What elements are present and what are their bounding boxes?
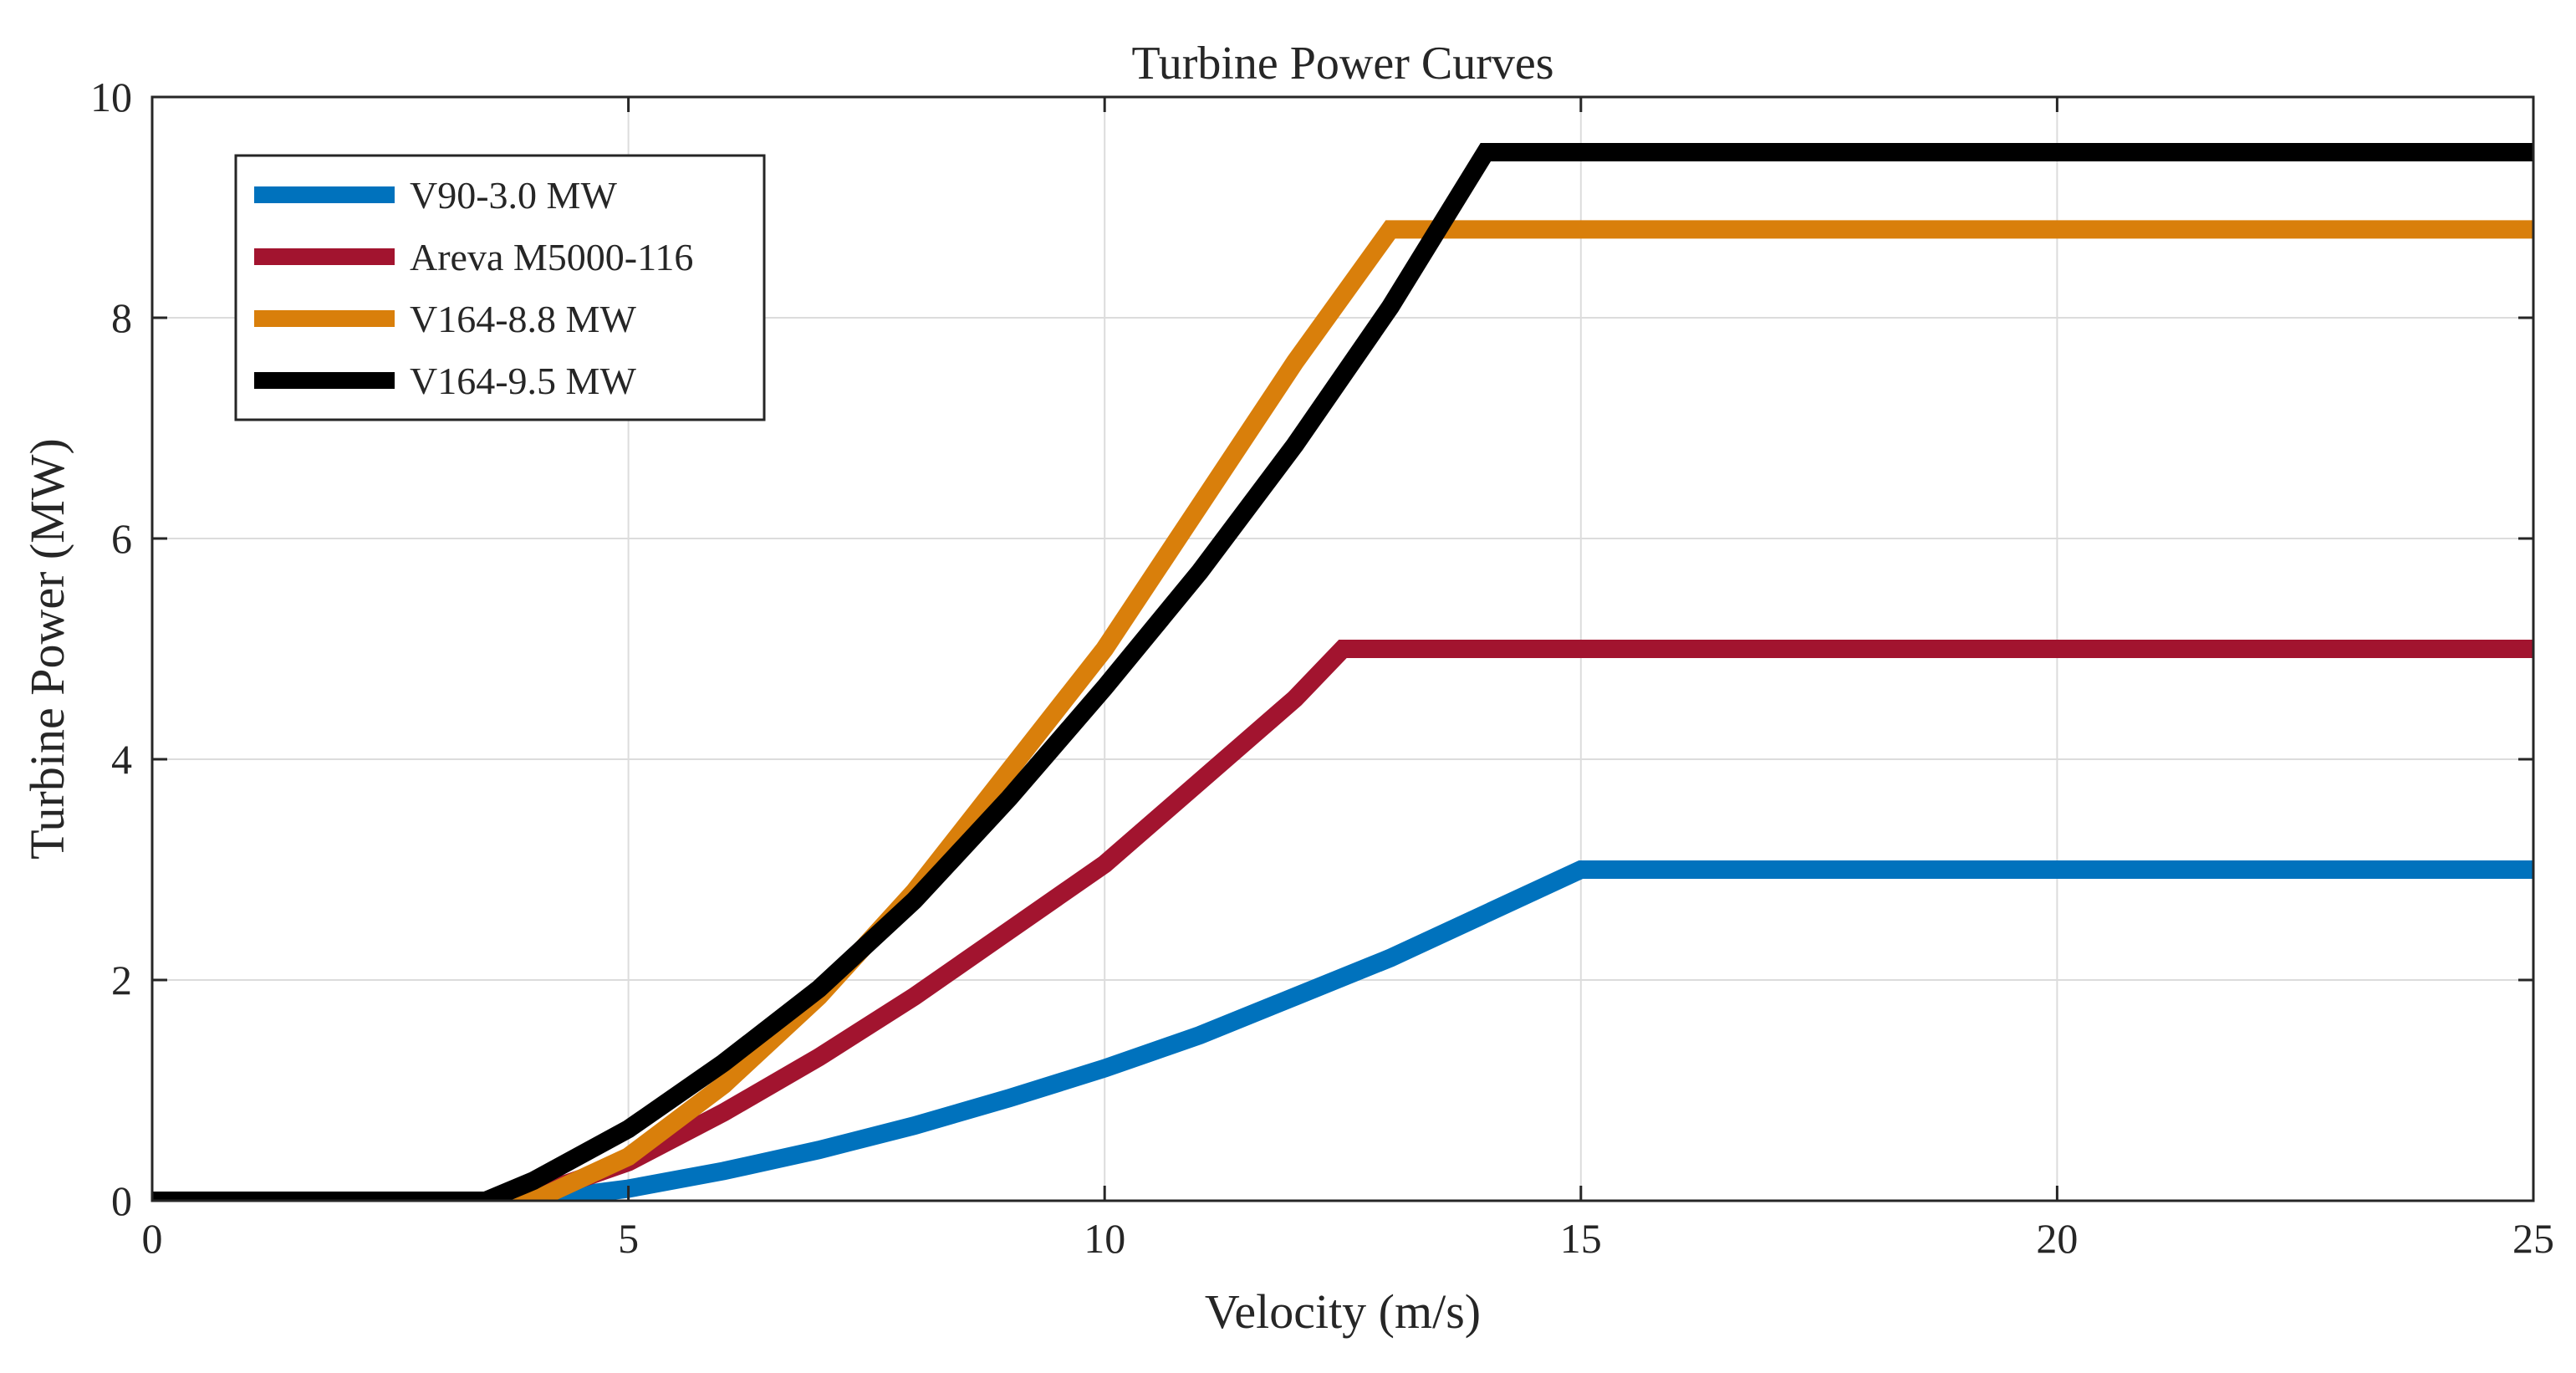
legend-label: V90-3.0 MW (410, 174, 617, 217)
y-axis-title: Turbine Power (MW) (20, 438, 74, 860)
x-tick-label: 5 (618, 1215, 639, 1262)
legend-label: V164-8.8 MW (410, 298, 636, 340)
y-tick-label: 4 (111, 736, 132, 783)
y-tick-label: 10 (90, 74, 132, 120)
chart-title: Turbine Power Curves (1131, 38, 1553, 89)
y-tick-label: 0 (111, 1177, 132, 1224)
legend: V90-3.0 MW Areva M5000-116 V164-8.8 MW V164… (234, 154, 766, 421)
x-tick-label: 25 (2512, 1215, 2554, 1262)
series-line-4 (152, 143, 2533, 1201)
series-line-2 (152, 640, 2533, 1201)
legend-label: V164-9.5 MW (410, 360, 636, 402)
x-tick-label: 20 (2036, 1215, 2078, 1262)
y-tick-label: 8 (111, 294, 132, 341)
series-line-1 (152, 860, 2533, 1201)
x-axis-title: Velocity (m/s) (1205, 1284, 1481, 1339)
axes-frame (150, 95, 2535, 1202)
legend-label: Areva M5000-116 (410, 236, 693, 278)
axis-ticks: 0 5 10 15 20 25 0 2 4 6 8 10 (90, 74, 2554, 1262)
x-tick-label: 15 (1560, 1215, 1602, 1262)
x-tick-label: 10 (1084, 1215, 1125, 1262)
series-lines (152, 143, 2533, 1201)
y-tick-label: 2 (111, 957, 132, 1003)
y-tick-label: 6 (111, 515, 132, 562)
x-tick-label: 0 (142, 1215, 163, 1262)
